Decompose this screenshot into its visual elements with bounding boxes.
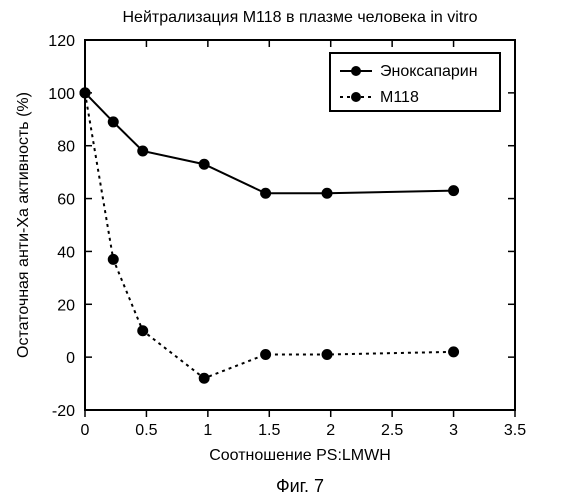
series-marker-1: [261, 350, 271, 360]
x-tick-label: 2.5: [381, 422, 403, 439]
y-axis-label: Остаточная анти-Ха активность (%): [15, 92, 32, 358]
y-tick-label: 20: [57, 297, 75, 314]
x-tick-label: 3: [449, 422, 458, 439]
x-tick-label: 0: [81, 422, 90, 439]
y-tick-label: 40: [57, 244, 75, 261]
chart-title: Нейтрализация М118 в плазме человека in …: [122, 9, 477, 26]
series-marker-0: [322, 188, 332, 198]
legend-marker-0: [351, 66, 361, 76]
x-tick-label: 1.5: [258, 422, 280, 439]
series-marker-0: [261, 188, 271, 198]
line-chart: Нейтрализация М118 в плазме человека in …: [0, 0, 565, 500]
series-marker-0: [199, 159, 209, 169]
x-tick-label: 2: [326, 422, 335, 439]
legend-label-1: M118: [380, 89, 419, 106]
y-tick-label: 60: [57, 192, 75, 209]
series-marker-1: [449, 347, 459, 357]
x-tick-label: 1: [203, 422, 212, 439]
y-tick-label: 120: [48, 33, 75, 50]
y-tick-label: 100: [48, 86, 75, 103]
series-marker-1: [199, 373, 209, 383]
series-marker-0: [138, 146, 148, 156]
series-marker-1: [138, 326, 148, 336]
series-marker-1: [322, 350, 332, 360]
y-tick-label: 80: [57, 139, 75, 156]
x-tick-label: 0.5: [135, 422, 157, 439]
x-tick-label: 3.5: [504, 422, 526, 439]
y-tick-label: -20: [52, 403, 75, 420]
legend-label-0: Эноксапарин: [380, 63, 478, 80]
series-marker-0: [108, 117, 118, 127]
series-marker-1: [80, 88, 90, 98]
legend-marker-1: [351, 92, 361, 102]
series-marker-0: [449, 186, 459, 196]
x-axis-label: Соотношение PS:LMWH: [209, 447, 391, 464]
series-marker-1: [108, 254, 118, 264]
figure-caption: Фиг. 7: [276, 476, 324, 496]
y-tick-label: 0: [66, 350, 75, 367]
